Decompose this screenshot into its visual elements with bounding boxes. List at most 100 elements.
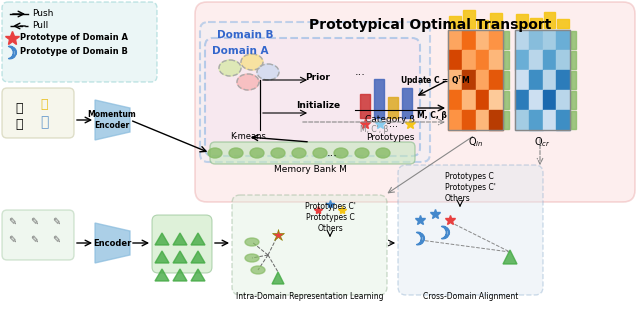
Text: Cross-Domain Alignment: Cross-Domain Alignment xyxy=(423,292,518,301)
Bar xyxy=(489,110,503,130)
Text: ✎: ✎ xyxy=(52,217,60,227)
Polygon shape xyxy=(173,251,187,263)
Text: K-means: K-means xyxy=(230,132,266,141)
Ellipse shape xyxy=(376,148,390,158)
Bar xyxy=(515,70,529,90)
Bar xyxy=(402,88,412,118)
Text: Prototypes C: Prototypes C xyxy=(306,213,355,222)
Bar xyxy=(515,50,529,70)
Bar xyxy=(504,31,509,49)
Text: Initialize: Initialize xyxy=(296,100,340,110)
Ellipse shape xyxy=(251,266,265,274)
Bar xyxy=(543,30,556,50)
Text: Push: Push xyxy=(32,10,53,18)
Bar xyxy=(543,90,556,110)
Bar xyxy=(515,90,529,110)
Text: Domain A: Domain A xyxy=(212,46,268,56)
Bar xyxy=(571,51,576,69)
Text: ✎: ✎ xyxy=(30,235,38,245)
Ellipse shape xyxy=(257,64,279,80)
Bar xyxy=(360,94,370,118)
Polygon shape xyxy=(95,223,130,263)
FancyBboxPatch shape xyxy=(2,210,74,260)
Bar xyxy=(529,90,543,110)
Bar xyxy=(529,50,543,70)
FancyBboxPatch shape xyxy=(398,165,543,295)
Bar xyxy=(571,71,576,89)
Polygon shape xyxy=(191,233,205,245)
Bar xyxy=(530,18,541,28)
Bar xyxy=(504,51,509,69)
Text: ✎: ✎ xyxy=(8,235,16,245)
Bar xyxy=(374,79,384,118)
Bar xyxy=(476,90,489,110)
Text: ✎: ✎ xyxy=(52,235,60,245)
Polygon shape xyxy=(95,100,130,140)
Bar xyxy=(515,30,529,50)
FancyBboxPatch shape xyxy=(152,215,212,273)
Text: Pull: Pull xyxy=(32,22,48,31)
Ellipse shape xyxy=(355,148,369,158)
Text: Prototypes: Prototypes xyxy=(366,133,414,142)
Bar xyxy=(490,13,502,28)
Bar xyxy=(543,70,556,90)
Bar xyxy=(515,30,570,130)
Text: M, C', β: M, C', β xyxy=(360,125,388,134)
Bar xyxy=(489,30,503,50)
Text: Momentum
Encoder: Momentum Encoder xyxy=(88,110,136,130)
FancyBboxPatch shape xyxy=(232,195,387,295)
Text: Memory Bank M: Memory Bank M xyxy=(273,165,346,174)
Bar xyxy=(476,70,489,90)
Bar xyxy=(477,20,488,28)
Bar xyxy=(504,71,509,89)
Bar xyxy=(504,111,509,129)
Bar xyxy=(529,30,543,50)
Polygon shape xyxy=(173,233,187,245)
Text: ...: ... xyxy=(355,67,366,77)
Bar xyxy=(489,90,503,110)
Text: Update C = Q$^T$M: Update C = Q$^T$M xyxy=(400,73,470,88)
Bar xyxy=(543,50,556,70)
Bar xyxy=(556,90,570,110)
FancyBboxPatch shape xyxy=(195,2,635,202)
Ellipse shape xyxy=(292,148,306,158)
Text: ✎: ✎ xyxy=(30,217,38,227)
Text: Prototype of Domain B: Prototype of Domain B xyxy=(20,48,128,56)
Ellipse shape xyxy=(208,148,222,158)
Bar xyxy=(476,30,489,50)
Bar xyxy=(448,30,503,130)
FancyBboxPatch shape xyxy=(2,88,74,138)
Bar xyxy=(449,16,461,28)
Bar xyxy=(504,91,509,109)
Text: Prototypes C: Prototypes C xyxy=(445,172,493,181)
Bar xyxy=(556,110,570,130)
Text: M, C, β: M, C, β xyxy=(417,111,447,120)
Bar xyxy=(571,91,576,109)
Ellipse shape xyxy=(229,148,243,158)
Text: Prototype of Domain A: Prototype of Domain A xyxy=(20,33,128,43)
Polygon shape xyxy=(155,233,169,245)
Polygon shape xyxy=(155,251,169,263)
Text: 🐦: 🐦 xyxy=(40,98,47,112)
Bar xyxy=(388,97,398,118)
Bar xyxy=(476,50,489,70)
Bar xyxy=(543,110,556,130)
Text: 🐒: 🐒 xyxy=(15,101,22,114)
FancyBboxPatch shape xyxy=(2,2,157,82)
FancyBboxPatch shape xyxy=(200,22,430,162)
Bar xyxy=(571,111,576,129)
Bar xyxy=(461,30,476,50)
Bar xyxy=(556,50,570,70)
Text: Prototypical Optimal Transport: Prototypical Optimal Transport xyxy=(309,18,551,32)
Text: ...: ... xyxy=(326,148,337,158)
Ellipse shape xyxy=(250,148,264,158)
Bar xyxy=(448,90,461,110)
Polygon shape xyxy=(503,250,517,264)
Text: Prior: Prior xyxy=(305,73,330,83)
Bar xyxy=(489,70,503,90)
Ellipse shape xyxy=(271,148,285,158)
Bar xyxy=(461,50,476,70)
Bar xyxy=(556,70,570,90)
Bar xyxy=(448,50,461,70)
Bar xyxy=(516,14,528,28)
